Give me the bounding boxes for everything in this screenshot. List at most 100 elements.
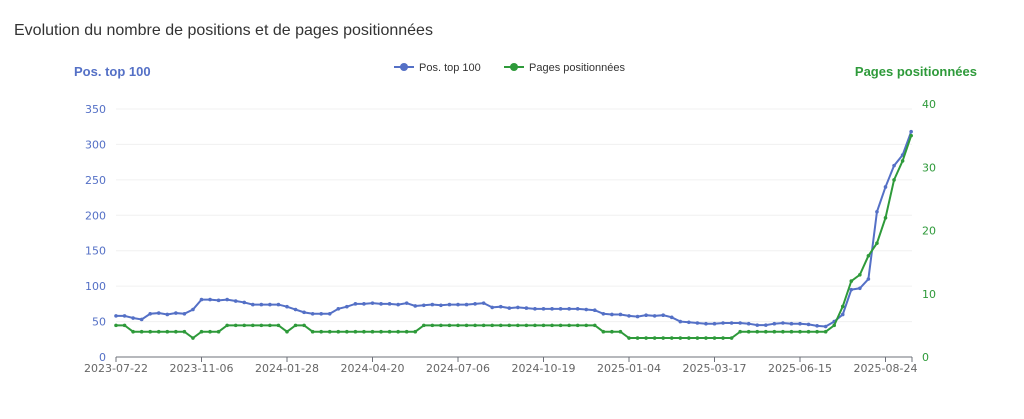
data-point: [353, 329, 358, 334]
data-point: [370, 301, 375, 305]
x-tick-label: 2025-06-15: [768, 362, 832, 375]
data-point: [567, 307, 571, 311]
data-point: [498, 323, 503, 328]
data-point: [618, 312, 623, 317]
data-point: [524, 306, 529, 310]
data-point: [310, 311, 315, 316]
chart-title: Evolution du nombre de positions et de p…: [14, 22, 433, 39]
data-point: [114, 323, 118, 328]
data-point: [533, 323, 537, 328]
data-point: [404, 329, 409, 334]
data-point: [276, 302, 281, 307]
data-point: [610, 312, 614, 317]
data-point: [430, 323, 435, 328]
data-point: [268, 323, 272, 328]
data-point: [601, 329, 606, 334]
data-point: [729, 321, 734, 325]
data-point: [251, 302, 255, 307]
data-point: [883, 185, 888, 189]
data-point: [866, 254, 871, 258]
data-point: [652, 314, 657, 318]
data-point: [481, 323, 486, 328]
data-point: [327, 329, 332, 334]
data-point: [131, 316, 135, 320]
data-point: [635, 314, 640, 319]
data-point: [174, 311, 178, 315]
data-point: [909, 133, 913, 138]
x-tick-label: 2023-11-06: [170, 362, 234, 375]
data-point: [584, 307, 589, 312]
y-tick-label: 250: [85, 174, 106, 187]
data-point: [550, 307, 554, 311]
data-point: [652, 336, 657, 340]
data-point: [148, 329, 152, 334]
data-point: [336, 329, 341, 334]
data-point: [156, 311, 161, 315]
data-point: [387, 302, 392, 306]
data-point: [746, 329, 751, 334]
data-point: [122, 323, 127, 328]
data-point: [156, 329, 161, 334]
x-tick-label: 2025-01-04: [597, 362, 661, 375]
data-point: [772, 329, 777, 334]
x-tick-label: 2024-04-20: [341, 362, 405, 375]
data-point: [139, 317, 144, 322]
data-point: [849, 279, 854, 283]
data-point: [345, 304, 349, 309]
y2-tick-label: 10: [922, 288, 936, 301]
data-point: [875, 209, 879, 214]
data-point: [524, 323, 529, 328]
data-point: [712, 321, 717, 326]
data-point: [746, 321, 751, 326]
data-point: [285, 304, 289, 309]
data-point: [593, 323, 597, 328]
data-point: [396, 329, 400, 334]
data-point: [541, 307, 546, 311]
data-point: [669, 315, 674, 320]
data-point: [345, 329, 349, 334]
data-point: [131, 329, 135, 334]
data-point: [199, 297, 204, 302]
data-point: [464, 302, 469, 307]
data-point: [858, 286, 862, 291]
data-point: [319, 311, 324, 316]
data-point: [815, 324, 819, 328]
x-tick-label: 2025-08-24: [854, 362, 918, 375]
data-point: [798, 329, 802, 334]
data-point: [293, 307, 298, 312]
data-point: [516, 305, 520, 310]
data-point: [490, 323, 495, 328]
data-point: [840, 312, 845, 317]
data-point: [584, 323, 589, 328]
data-point: [789, 321, 794, 326]
data-point: [165, 329, 170, 334]
x-tick-label: 2024-10-19: [512, 362, 576, 375]
data-point: [738, 329, 742, 334]
data-point: [755, 329, 760, 334]
data-point: [413, 304, 418, 308]
data-point: [225, 323, 229, 328]
data-point: [276, 323, 281, 328]
data-point: [695, 321, 700, 325]
y-tick-label: 150: [85, 245, 106, 258]
data-point: [678, 336, 683, 340]
data-point: [430, 302, 435, 307]
data-point: [422, 303, 426, 308]
data-point: [310, 329, 315, 334]
data-point: [362, 302, 366, 306]
data-point: [806, 329, 811, 334]
data-point: [490, 305, 495, 310]
data-point: [396, 302, 400, 307]
data-point: [456, 323, 460, 328]
data-point: [182, 311, 187, 316]
data-point: [439, 323, 443, 328]
data-point: [815, 329, 819, 334]
data-point: [422, 323, 426, 328]
data-point: [259, 323, 264, 328]
data-point: [362, 329, 366, 334]
data-point: [507, 306, 512, 310]
data-point: [755, 323, 760, 327]
data-point: [319, 329, 324, 334]
series-line-pos: [116, 131, 913, 328]
data-point: [233, 299, 238, 303]
